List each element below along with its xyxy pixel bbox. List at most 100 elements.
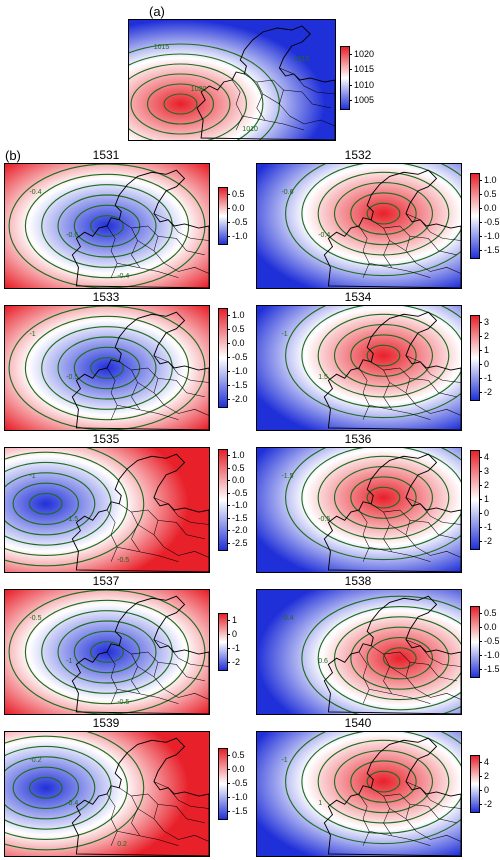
contour-line [24,315,190,421]
map-year-title: 1539 [92,716,120,730]
country-border [405,639,461,667]
colorbar-tick [479,669,482,670]
contour-line [285,448,461,561]
contour-label: -0.2 [29,756,42,764]
anomaly-map: -1 1 [256,731,462,857]
contour-line [41,326,173,410]
colorbar-tick-label: 2 [484,771,490,781]
colorbar-tick-label: 4 [484,757,490,767]
contour-line [366,636,434,680]
colorbar-tick [227,505,230,507]
colorbar-tick [479,222,482,223]
country-border [279,67,335,95]
country-border [231,79,243,131]
colorbar-tick [227,357,230,358]
colorbar-tick [227,648,230,649]
colorbar-tick [227,194,230,195]
country-border [153,497,209,525]
country-border [106,509,118,562]
contour-line [350,192,417,235]
contour-line [333,324,434,388]
colorbar-tick [227,530,230,532]
country-border [415,688,461,700]
contour-line [382,647,417,670]
country-border [383,225,417,264]
colorbar-tick-label: -2 [484,536,493,546]
colorbar-tick-label: -2.5 [232,537,248,548]
colorbar-tick-label: -1.0 [232,500,248,511]
contour-line [5,448,145,567]
contour-line [366,202,401,225]
coastline [323,169,461,288]
map-year-title: 1534 [344,290,372,304]
coastline [71,737,209,856]
colorbar-tick-label: -2 [484,799,493,809]
country-border [106,225,118,278]
colorbar-tick [227,755,230,756]
contour-line [90,641,124,663]
country-border [137,240,155,252]
coastline [71,169,209,288]
colorbar-tick-label: -0.5 [484,217,500,227]
contour-label: -0.5 [117,557,130,565]
country-border [369,688,431,704]
colorbar-tick [479,499,482,500]
country-border [163,688,209,700]
country-border [262,93,280,105]
map-colorbar [218,308,228,408]
contour-line [350,626,450,690]
colorbar-tick-label: 0.5 [484,189,497,199]
country-border [389,240,407,252]
panel-a-label: (a) [149,4,165,19]
colorbar-tick-label: -2.0 [232,525,248,536]
map-year-title: 1531 [92,148,120,162]
panel-a-map: 1015 1020 1010 1015 [128,19,336,141]
colorbar-tick-label: -1.0 [484,231,500,241]
country-border [383,651,417,690]
colorbar-tick [227,480,230,482]
colorbar-tick [227,385,230,386]
map-year-title: 1540 [344,716,372,730]
colorbar-tick-label: -0.5 [232,352,248,362]
coastline [196,25,335,140]
anomaly-map: -0.4 0.6 [256,589,462,715]
contour-label: 1010 [242,125,258,133]
colorbar-tick-label: 0.5 [232,324,245,334]
anomaly-map: -1 -1.5 -0.5 [4,447,210,573]
contour-label: 1 [318,800,323,808]
contour-label: -0.5 [29,614,42,622]
contour-line [129,53,264,140]
map-colorbar [470,450,480,550]
colorbar-tick-label: -1.5 [232,806,248,816]
country-border [409,236,457,256]
colorbar-tick [479,364,482,365]
map-colorbar [218,748,228,820]
colorbar-tick [349,84,352,86]
country-border [383,509,417,548]
map-year-title: 1535 [92,432,120,446]
colorbar-tick-label: 1 [232,615,238,625]
country-border [106,367,118,420]
country-border [405,497,461,525]
country-border [358,225,370,278]
contour-label: 1.5 [318,374,328,382]
map-colorbar [470,173,480,259]
country-border [358,793,370,846]
contour-label: -1.5 [281,472,294,480]
colorbar-tick [479,250,482,251]
contour-label: 0.6 [318,658,328,666]
colorbar-tick [227,634,230,635]
colorbar-tick-label: 0.0 [484,622,497,632]
anomaly-map: -0.2 -0.4 0.2 [4,731,210,857]
colorbar-tick [227,783,230,784]
country-border [131,651,165,690]
panel-b-label: (b) [5,148,21,163]
colorbar-tick-label: -0.5 [484,636,500,646]
colorbar-tick [479,378,482,379]
colorbar-tick-label: 0 [484,359,490,369]
colorbar-tick-label: 0.0 [232,475,245,486]
colorbar-tick-label: -1.0 [232,366,248,376]
contour-line [12,482,80,526]
colorbar-tick-label: -1 [232,643,241,653]
colorbar-tick-label: 1.0 [484,175,497,185]
